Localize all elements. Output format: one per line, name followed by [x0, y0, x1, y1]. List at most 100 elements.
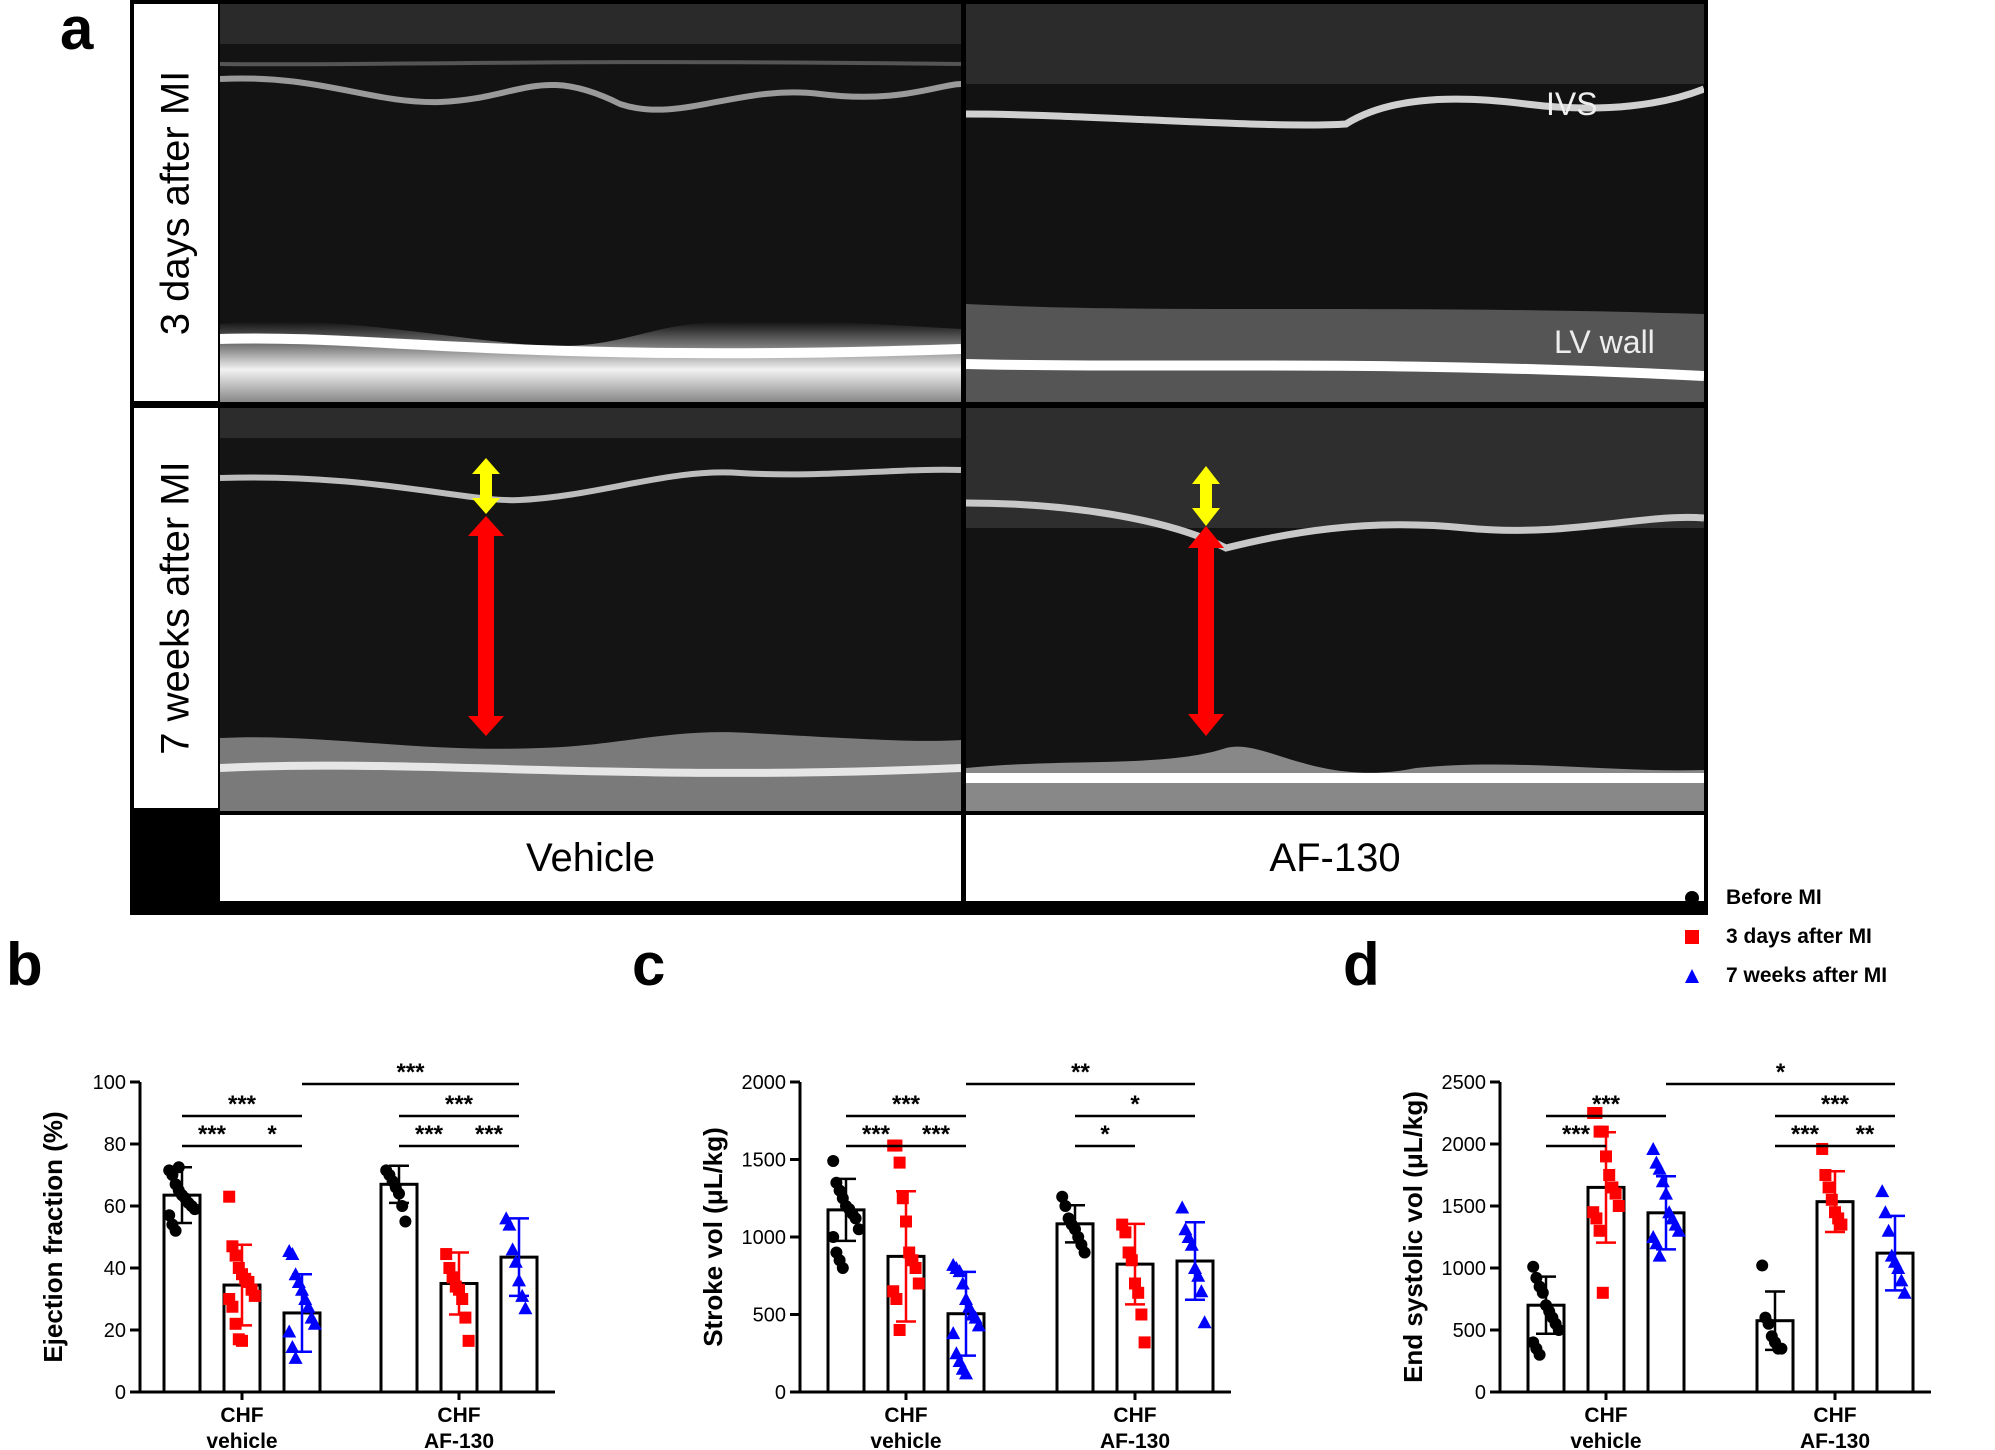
data-point	[399, 1215, 412, 1228]
lv-wall-label: LV wall	[1554, 324, 1655, 360]
data-point	[518, 1301, 533, 1315]
y-tick-label: 2000	[742, 1072, 787, 1094]
data-point	[285, 1247, 300, 1261]
data-point	[1894, 1273, 1909, 1287]
data-point	[1612, 1200, 1625, 1212]
data-point	[226, 1300, 239, 1313]
data-point	[1194, 1284, 1209, 1298]
y-tick-label: 40	[104, 1258, 126, 1280]
significance-label: ***	[922, 1121, 951, 1148]
data-point	[285, 1340, 300, 1354]
data-point	[1596, 1286, 1609, 1299]
group-label-chf-vehicle: CHF	[220, 1404, 263, 1427]
data-point	[1527, 1260, 1540, 1273]
significance-label: *	[267, 1121, 277, 1148]
legend-label-before-mi: Before MI	[1726, 885, 1822, 909]
y-axis-label: End systolic vol (μL/kg)	[1398, 1091, 1428, 1383]
y-tick-label: 1000	[742, 1227, 787, 1249]
data-point	[1533, 1348, 1546, 1361]
data-point	[188, 1203, 201, 1216]
data-point	[446, 1271, 459, 1284]
significance-label: ***	[892, 1091, 921, 1118]
significance-label: ***	[445, 1091, 474, 1118]
y-tick-label: 1500	[1442, 1196, 1487, 1218]
significance-label: *	[1130, 1091, 1140, 1118]
data-point	[1197, 1315, 1212, 1329]
data-point	[462, 1334, 475, 1347]
data-point	[288, 1350, 303, 1364]
y-tick-label: 0	[115, 1382, 126, 1404]
significance-label: *	[1776, 1059, 1786, 1086]
data-point	[1138, 1336, 1151, 1349]
chart-ejection-fraction: 0 20 40 60 80 100 Ejection fraction (%) CHF vehi…	[38, 1059, 555, 1450]
data-point	[440, 1248, 453, 1261]
panel-letter-d: d	[1343, 931, 1380, 998]
data-point	[229, 1249, 242, 1262]
row-label-7-weeks: 7 weeks after MI	[134, 408, 218, 808]
data-point	[971, 1318, 986, 1332]
data-point	[849, 1212, 862, 1225]
data-point	[959, 1366, 973, 1380]
data-point	[827, 1155, 840, 1168]
data-point	[909, 1262, 922, 1274]
data-point	[307, 1316, 322, 1330]
data-point	[893, 1156, 906, 1169]
y-tick-label: 80	[104, 1134, 126, 1156]
data-point	[1652, 1248, 1667, 1262]
ivs-label: IVS	[1546, 86, 1598, 122]
data-point	[852, 1223, 865, 1236]
panel-letter-b: b	[6, 931, 43, 998]
panel-letter-a: a	[60, 0, 94, 62]
y-tick-label: 0	[1475, 1382, 1486, 1404]
echo-figure: 3 days after MI 7 weeks after MI Vehicle…	[130, 0, 1708, 915]
data-point	[236, 1334, 248, 1347]
legend-item-before-mi: Before MI	[1680, 878, 1887, 917]
significance-label: ***	[415, 1121, 444, 1148]
significance-label: **	[1856, 1121, 1875, 1148]
significance-label: **	[1071, 1059, 1090, 1086]
data-point	[502, 1217, 517, 1231]
significance-label: ***	[396, 1059, 425, 1086]
chamber-diameter-arrow-af130	[1188, 526, 1224, 736]
y-tick-label: 2500	[1442, 1072, 1487, 1094]
data-point	[1119, 1226, 1132, 1239]
data-point	[1175, 1200, 1190, 1214]
group-label-chf-vehicle: vehicle	[206, 1430, 277, 1450]
data-point	[1593, 1224, 1606, 1237]
y-tick-label: 1500	[742, 1150, 787, 1172]
data-point	[1835, 1218, 1848, 1231]
group-label-chf-af-130: CHF	[1113, 1404, 1156, 1427]
data-point	[1822, 1181, 1835, 1194]
echo-image-vehicle-3d	[220, 4, 961, 402]
data-point	[1881, 1223, 1896, 1237]
legend-label-3-days: 3 days after MI	[1726, 924, 1872, 948]
chamber-diameter-arrow-vehicle	[468, 516, 504, 736]
legend-item-7-weeks: 7 weeks after MI	[1680, 956, 1887, 995]
group-label-chf-vehicle: vehicle	[870, 1430, 941, 1450]
data-point	[282, 1324, 297, 1338]
data-point	[226, 1240, 239, 1253]
echo-image-vehicle-7w	[220, 408, 961, 811]
group-label-chf-af-130: AF-130	[1100, 1430, 1170, 1450]
chart-stroke-volume: 0 500 1000 1500 2000 Stroke vol (μL/kg) CHF veh…	[698, 1059, 1231, 1450]
data-point	[1135, 1308, 1148, 1321]
significance-label: ***	[1821, 1091, 1850, 1118]
bar-chf-af-130-2	[1875, 1251, 1915, 1394]
group-label-chf-af-130: AF-130	[424, 1430, 494, 1450]
echo-image-af130-7w	[966, 408, 1704, 811]
col-label-vehicle: Vehicle	[220, 815, 961, 901]
group-label-chf-vehicle: CHF	[884, 1404, 927, 1427]
y-axis-label: Ejection fraction (%)	[38, 1111, 68, 1362]
wall-thickness-arrow-af130	[1192, 466, 1220, 526]
data-point	[223, 1190, 236, 1203]
data-point	[163, 1209, 176, 1222]
data-point	[955, 1276, 970, 1290]
significance-label: ***	[228, 1091, 257, 1118]
wall-thickness-arrow-vehicle	[472, 458, 500, 514]
legend-circle-marker	[1680, 886, 1704, 910]
data-point	[1609, 1187, 1622, 1200]
data-point	[301, 1299, 316, 1313]
y-tick-label: 0	[775, 1382, 786, 1404]
significance-label: ***	[1562, 1121, 1591, 1148]
bar-chf-af-130-0	[379, 1182, 419, 1394]
